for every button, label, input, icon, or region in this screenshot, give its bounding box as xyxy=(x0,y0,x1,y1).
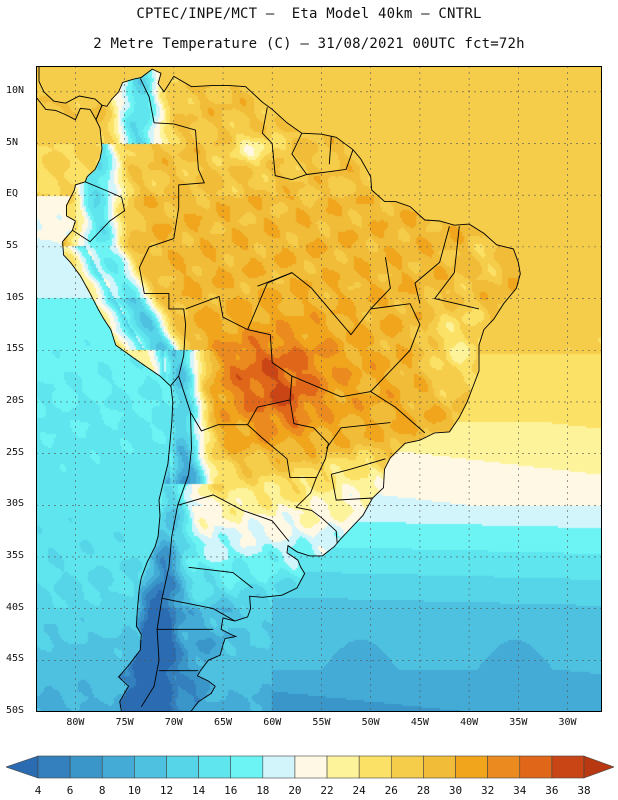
latitude-label: 25S xyxy=(6,446,25,458)
colorbar-swatch xyxy=(519,755,553,779)
country-border xyxy=(72,181,126,243)
country-border xyxy=(161,597,236,622)
colorbar-swatch xyxy=(455,755,488,779)
country-border xyxy=(177,494,290,542)
country-border xyxy=(414,226,450,304)
longitude-label: 50W xyxy=(361,717,380,728)
map-overlay xyxy=(36,66,602,712)
colorbar-tick-label: 6 xyxy=(66,784,74,797)
longitude-label: 75W xyxy=(115,717,134,728)
longitude-label: 65W xyxy=(213,717,233,728)
map-subtitle: 2 Metre Temperature (C) – 31/08/2021 00U… xyxy=(93,36,525,52)
latitude-label: EQ xyxy=(6,188,19,200)
latitude-label: 45S xyxy=(6,653,25,665)
country-border xyxy=(331,458,386,475)
colorbar-swatch xyxy=(230,755,264,779)
color-scale-bar xyxy=(6,755,614,779)
colorbar-swatch xyxy=(358,755,392,779)
country-border xyxy=(295,477,317,508)
colorbar-swatch xyxy=(326,755,360,779)
colorbar-swatch xyxy=(487,755,521,779)
longitude-label: 40W xyxy=(460,717,479,728)
country-border xyxy=(178,295,293,432)
country-border xyxy=(330,474,373,501)
coastline-south-america xyxy=(62,68,521,712)
graticule xyxy=(36,66,602,712)
longitude-label: 55W xyxy=(312,717,331,728)
latitude-label: 5S xyxy=(6,239,19,251)
colorbar-tick-label: 4 xyxy=(34,784,42,797)
colorbar-tick-label: 34 xyxy=(513,784,527,797)
colorbar-swatch xyxy=(134,755,167,779)
colorbar-high-arrow xyxy=(583,755,614,779)
temperature-field xyxy=(36,66,602,712)
country-border xyxy=(370,391,426,434)
colorbar-swatch xyxy=(294,755,328,779)
country-border xyxy=(247,272,293,330)
latitude-label: 50S xyxy=(6,705,25,716)
colorbar-swatch xyxy=(423,755,456,779)
colorbar-swatch xyxy=(69,755,103,779)
colorbar-tick-label: 32 xyxy=(481,784,495,797)
colorbar-swatch xyxy=(101,755,135,779)
latitude-label: 40S xyxy=(6,601,25,613)
latitude-label: 35S xyxy=(6,549,25,561)
colorbar-tick-label: 12 xyxy=(159,784,174,797)
longitude-label: 45W xyxy=(410,717,429,728)
latitude-label: 30S xyxy=(6,498,25,510)
colorbar-swatch xyxy=(198,755,232,779)
latitude-label: 5N xyxy=(6,136,19,148)
country-border xyxy=(326,422,391,449)
temperature-map-frame xyxy=(36,66,602,712)
country-border xyxy=(295,506,338,544)
colorbar-tick-label: 16 xyxy=(224,784,238,797)
colorbar-tick-label: 8 xyxy=(98,784,106,797)
country-border xyxy=(247,399,329,478)
colorbar-tick-label: 26 xyxy=(384,784,398,797)
coastline-central-america xyxy=(36,66,103,121)
colorbar-tick-label: 36 xyxy=(545,784,559,797)
map-title: CPTEC/INPE/MCT – Eta Model 40km – CNTRL xyxy=(136,6,482,22)
colorbar-swatch xyxy=(262,755,296,779)
colorbar-low-arrow xyxy=(6,755,39,779)
colorbar-tick-label: 30 xyxy=(448,784,463,797)
longitude-label: 35W xyxy=(509,717,528,728)
colorbar-tick-label: 18 xyxy=(256,784,270,797)
colorbar-tick-label: 22 xyxy=(320,784,334,797)
latitude-label: 15S xyxy=(6,343,25,355)
colorbar-swatch xyxy=(390,755,424,779)
longitude-label: 70W xyxy=(164,717,183,728)
colorbar-tick-label: 14 xyxy=(191,784,206,797)
latitude-label: 20S xyxy=(6,394,25,406)
country-border xyxy=(291,133,308,175)
longitude-label: 60W xyxy=(263,717,282,728)
latitude-label: 10S xyxy=(6,291,25,303)
colorbar-tick-label: 28 xyxy=(416,784,431,797)
coastline-borders xyxy=(36,66,521,712)
colorbar-tick-label: 10 xyxy=(127,784,141,797)
country-border xyxy=(139,78,205,239)
colorbar-swatch xyxy=(37,755,71,779)
country-border xyxy=(140,412,192,708)
colorbar-swatch xyxy=(166,755,199,779)
colorbar-tick-label: 20 xyxy=(288,784,302,797)
colorbar-tick-label: 24 xyxy=(352,784,366,797)
country-border xyxy=(261,107,354,181)
latitude-label: 10N xyxy=(6,84,25,96)
map-border xyxy=(36,66,602,712)
country-border xyxy=(138,238,187,386)
country-border xyxy=(328,136,332,165)
country-border xyxy=(433,226,480,310)
colorbar-tick-label: 38 xyxy=(577,784,591,797)
colorbar-swatch xyxy=(551,755,585,779)
country-border xyxy=(188,566,253,589)
country-border xyxy=(291,303,421,398)
longitude-label: 80W xyxy=(66,717,85,728)
longitude-label: 30W xyxy=(558,717,577,728)
